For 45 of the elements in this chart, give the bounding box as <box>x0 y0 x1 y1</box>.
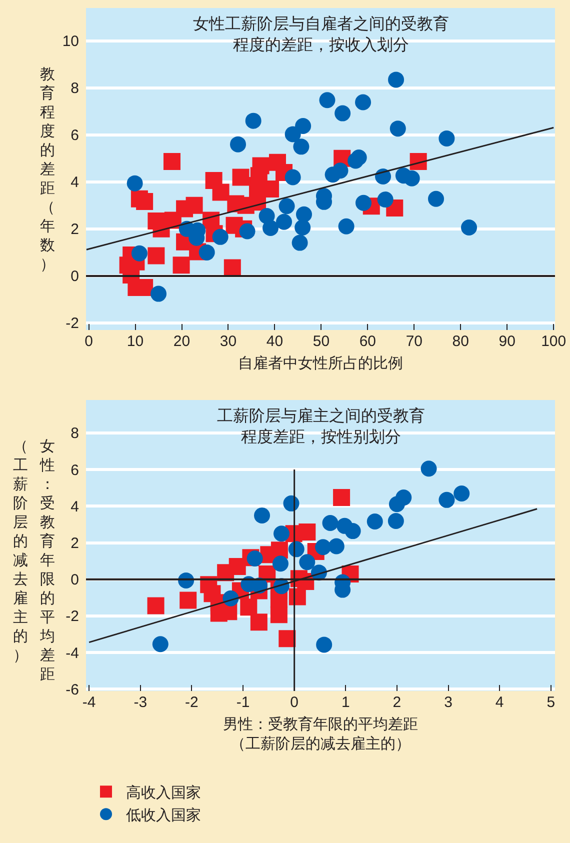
text: 女性：受教育年限的平均差距 <box>40 436 55 682</box>
x-tick-label: 3 <box>444 694 452 711</box>
x-tick-label: -2 <box>185 694 198 711</box>
text: 教育程度的差距（年数） <box>40 64 55 272</box>
x-tick-label: 70 <box>406 333 423 350</box>
y-tick-label: -2 <box>66 608 79 626</box>
x-tick-label: 40 <box>266 333 284 350</box>
text: （工薪阶层的减去雇主的） <box>13 436 28 664</box>
x-tick-label: 1 <box>341 694 350 711</box>
x-tick-label: 20 <box>173 333 190 350</box>
y-tick-label: 8 <box>70 425 79 442</box>
x-tick-label: -4 <box>82 694 96 711</box>
x-tick-label: 30 <box>220 333 237 350</box>
y-tick-label: 0 <box>70 268 79 286</box>
legend-label: 高收入国家 <box>126 783 201 802</box>
x-tick-label: 0 <box>290 694 298 711</box>
y-tick-label: 6 <box>70 462 79 479</box>
x-tick-label: 5 <box>546 694 556 711</box>
y-tick-label: -6 <box>66 681 79 698</box>
text: 女性工薪阶层与自雇者之间的受教育程度的差距，按收入划分 <box>193 14 449 54</box>
y-tick-label: 0 <box>70 572 79 589</box>
x-tick-label: 50 <box>312 333 330 350</box>
y-tick-label: -2 <box>66 315 79 332</box>
x-tick-label: 60 <box>359 333 376 350</box>
x-tick-label: -1 <box>236 694 250 711</box>
x-tick-label: 90 <box>498 333 516 350</box>
x-axis-title: 男性：受教育年限的平均差距（工薪阶层的减去雇主的） <box>223 715 418 752</box>
text: 工薪阶层与雇主之间的受教育程度差距，按性别划分 <box>217 406 425 446</box>
y-tick-label: 10 <box>62 33 79 50</box>
y-tick-label: 4 <box>70 174 79 192</box>
x-tick-label: 4 <box>495 694 504 711</box>
x-tick-label: 80 <box>452 333 469 350</box>
y-tick-label: 2 <box>70 221 79 238</box>
x-tick-label: -3 <box>134 694 148 711</box>
x-axis-title: 自雇者中女性所占的比例 <box>238 354 403 372</box>
x-tick-label: 100 <box>541 333 566 350</box>
y-tick-label: 4 <box>70 498 79 516</box>
x-tick-label: 0 <box>84 333 93 350</box>
x-tick-label: 2 <box>392 694 402 711</box>
x-tick-label: 10 <box>126 333 144 350</box>
y-tick-label: 6 <box>70 127 79 144</box>
y-tick-label: -4 <box>66 644 79 662</box>
legend-label: 低收入国家 <box>126 806 201 824</box>
y-tick-label: 2 <box>70 535 79 552</box>
y-tick-label: 8 <box>70 80 79 98</box>
